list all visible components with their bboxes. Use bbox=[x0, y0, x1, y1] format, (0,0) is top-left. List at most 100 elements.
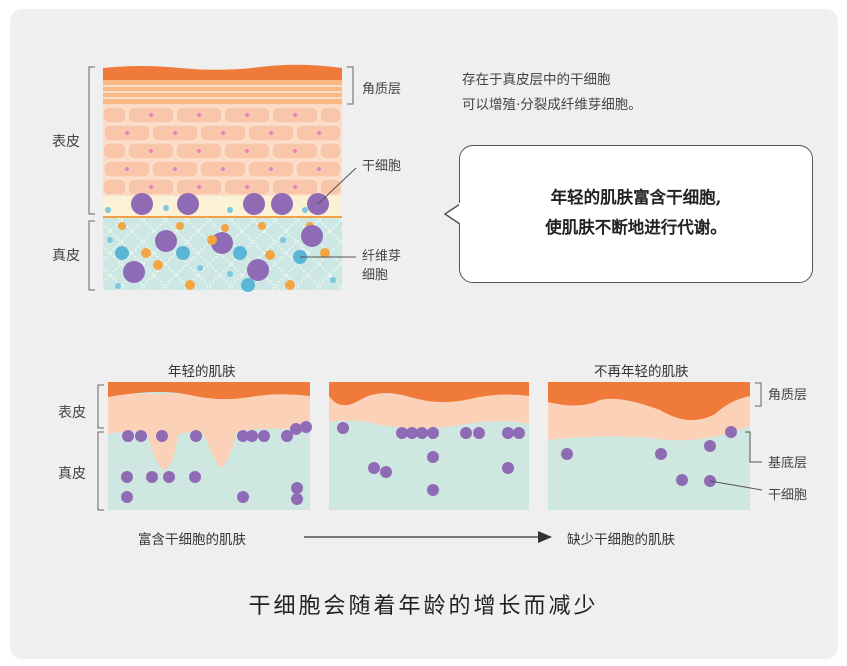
stem-cell bbox=[237, 491, 249, 503]
lacking-stem-cell-caption: 缺少干细胞的肌肤 bbox=[567, 532, 675, 548]
fibroblast-orange bbox=[118, 222, 126, 230]
aged-skin-title: 不再年轻的肌肤 bbox=[594, 364, 689, 380]
stem-cell bbox=[163, 471, 175, 483]
corneum-bracket bbox=[347, 66, 354, 105]
small-dot bbox=[115, 283, 121, 289]
stem-cell bbox=[300, 421, 312, 433]
stem-cell bbox=[416, 427, 428, 439]
stem-cell bbox=[502, 427, 514, 439]
stem-cell bbox=[156, 430, 168, 442]
small-dot bbox=[280, 237, 286, 243]
arrow bbox=[304, 531, 552, 543]
bubble-tail bbox=[444, 203, 461, 225]
stem-cell bbox=[131, 193, 153, 215]
bottom-stem-pointer bbox=[709, 480, 763, 491]
small-dot bbox=[197, 265, 203, 271]
stem-cell bbox=[704, 440, 716, 452]
young-skin-panel bbox=[108, 382, 310, 510]
cell-nucleus bbox=[221, 167, 225, 171]
bottom-epidermis-bracket bbox=[97, 384, 104, 429]
bottom-epidermis-label: 表皮 bbox=[58, 405, 86, 421]
stem-cell bbox=[290, 423, 302, 435]
rich-stem-cell-caption: 富含干细胞的肌肤 bbox=[138, 532, 246, 548]
stem-cell bbox=[271, 193, 293, 215]
cell-nucleus bbox=[125, 167, 129, 171]
stem-cell bbox=[676, 474, 688, 486]
dermis-stem-cell bbox=[301, 225, 323, 247]
stem-cell bbox=[146, 471, 158, 483]
dermis-bracket bbox=[88, 220, 95, 291]
basal-dot bbox=[227, 207, 233, 213]
bottom-corneum-label: 角质层 bbox=[768, 388, 808, 403]
stem-cell bbox=[406, 427, 418, 439]
epidermis-cell bbox=[319, 178, 342, 196]
cell-nucleus bbox=[245, 185, 249, 189]
fibroblast-cell bbox=[320, 248, 330, 258]
stem-cell bbox=[246, 430, 258, 442]
stem-cell bbox=[122, 430, 134, 442]
stem-cell bbox=[473, 427, 485, 439]
stem-cell bbox=[135, 430, 147, 442]
cell-nucleus bbox=[269, 131, 273, 135]
bottom-dermis-bracket bbox=[97, 431, 104, 511]
cell-nucleus bbox=[149, 149, 153, 153]
bubble-line2: 使肌肤不断地进行代谢。 bbox=[545, 218, 727, 237]
stem-cell bbox=[561, 448, 573, 460]
cell-nucleus bbox=[221, 131, 225, 135]
fibroblast-label-line2: 细胞 bbox=[362, 268, 389, 283]
stem-cell bbox=[380, 466, 392, 478]
cell-nucleus bbox=[197, 149, 201, 153]
epidermis-bracket bbox=[88, 66, 95, 215]
fibroblast-orange bbox=[258, 222, 266, 230]
stem-cell bbox=[291, 482, 303, 494]
stem-cell bbox=[258, 430, 270, 442]
fibroblast-label-line1: 纤维芽 bbox=[362, 249, 402, 264]
cell-nucleus bbox=[293, 113, 297, 117]
skin-comparison-diagram bbox=[97, 382, 763, 511]
speech-bubble: 年轻的肌肤富含干细胞, 使肌肤不断地进行代谢。 bbox=[459, 145, 813, 283]
dermis-stem-cell bbox=[155, 230, 177, 252]
young-skin-title: 年轻的肌肤 bbox=[168, 364, 236, 380]
basal-dot bbox=[302, 207, 308, 213]
fibroblast-cell bbox=[176, 246, 190, 260]
stem-cell bbox=[177, 193, 199, 215]
skin-cross-section-diagram bbox=[88, 64, 357, 292]
stem-cell-pointer bbox=[317, 167, 357, 205]
stem-cell bbox=[243, 193, 265, 215]
cell-nucleus bbox=[293, 185, 297, 189]
bottom-corneum-bracket bbox=[755, 382, 762, 407]
conclusion-title: 干细胞会随着年龄的增长而减少 bbox=[248, 594, 599, 619]
cell-nucleus bbox=[173, 131, 177, 135]
cell-nucleus bbox=[149, 185, 153, 189]
fibroblast-cell bbox=[141, 248, 151, 258]
stem-cell bbox=[427, 451, 439, 463]
cell-nucleus bbox=[245, 149, 249, 153]
bottom-dermis-label: 真皮 bbox=[58, 466, 86, 482]
stem-cell bbox=[502, 462, 514, 474]
fibroblast-cell bbox=[285, 280, 295, 290]
cell-nucleus bbox=[293, 149, 297, 153]
small-dot bbox=[330, 277, 336, 283]
stem-cell bbox=[337, 422, 349, 434]
fibroblast-cell bbox=[153, 260, 163, 270]
cell-nucleus bbox=[245, 113, 249, 117]
fibroblast-orange bbox=[221, 224, 229, 232]
basal-layer-label: 基底层 bbox=[768, 456, 808, 471]
cell-nucleus bbox=[317, 167, 321, 171]
cell-nucleus bbox=[197, 185, 201, 189]
stem-cell bbox=[427, 484, 439, 496]
fibroblast-cell bbox=[185, 280, 195, 290]
cell-nucleus bbox=[317, 131, 321, 135]
epidermis-cell bbox=[102, 142, 127, 160]
cell-nucleus bbox=[197, 113, 201, 117]
stem-cell bbox=[725, 426, 737, 438]
stem-cell bbox=[190, 430, 202, 442]
stem-cell bbox=[396, 427, 408, 439]
stratum-corneum-label: 角质层 bbox=[362, 82, 402, 97]
basal-dot bbox=[105, 207, 111, 213]
aged-skin-panel bbox=[548, 382, 750, 510]
fibroblast-cell bbox=[241, 278, 255, 292]
cell-nucleus bbox=[149, 113, 153, 117]
epidermis-cell bbox=[102, 178, 127, 196]
stem-cell bbox=[121, 471, 133, 483]
